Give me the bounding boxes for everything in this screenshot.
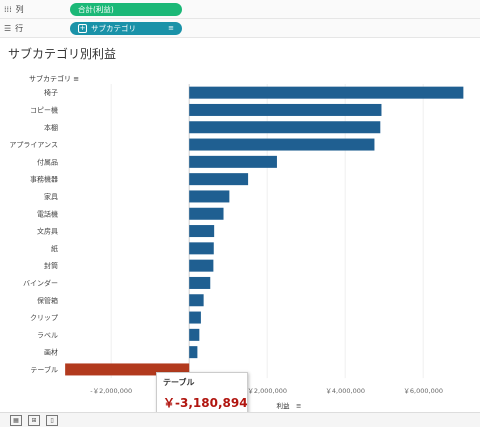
category-label: テーブル <box>30 365 58 374</box>
new-dashboard-icon[interactable]: ⊞ <box>28 414 40 426</box>
sort-icon: ≡ <box>296 402 301 410</box>
sheet-title: サブカテゴリ別利益 <box>8 47 117 61</box>
new-story-icon[interactable]: ▯ <box>46 414 58 426</box>
category-label: 本棚 <box>44 123 58 132</box>
bar[interactable] <box>189 173 249 186</box>
tooltip-value: ￥-3,180,894 <box>163 396 248 410</box>
columns-shelf-label: ⁞⁞⁞ 列 <box>0 4 70 15</box>
bar[interactable] <box>189 259 214 272</box>
bar[interactable] <box>189 190 230 203</box>
columns-pill-label: 合計(利益) <box>78 4 114 14</box>
rows-pill-label: サブカテゴリ <box>91 23 136 33</box>
bar-chart: 椅子コピー機本棚アプライアンス付属品事務機器家具電話機文房具紙封筒バインダー保管… <box>9 84 464 410</box>
rows-icon: ☰ <box>4 23 12 33</box>
bar[interactable] <box>189 121 381 134</box>
category-label: 紙 <box>51 244 58 253</box>
columns-shelf: ⁞⁞⁞ 列 合計(利益) <box>0 0 480 19</box>
bar[interactable] <box>189 155 277 168</box>
category-label: アプライアンス <box>9 141 58 149</box>
columns-pill-sum-profit[interactable]: 合計(利益) <box>70 2 182 16</box>
bar[interactable] <box>189 276 211 289</box>
x-axis-title: 利益 <box>277 401 291 410</box>
dimension-header-label: サブカテゴリ <box>29 75 71 83</box>
expand-icon[interactable]: + <box>78 23 87 33</box>
tooltip-title: テーブル <box>163 378 195 387</box>
category-label: バインダー <box>23 278 58 287</box>
category-label: ラベル <box>37 331 58 339</box>
x-tick-label: ￥6,000,000 <box>403 387 443 395</box>
bar[interactable] <box>189 138 375 151</box>
sort-icon[interactable]: ≡ <box>168 24 174 32</box>
bar[interactable] <box>189 328 200 341</box>
category-label: 保管箱 <box>37 296 58 305</box>
bar[interactable] <box>189 242 214 255</box>
x-tick-label: -￥2,000,000 <box>90 387 132 395</box>
category-label: 事務機器 <box>30 175 58 184</box>
bar[interactable] <box>189 225 215 238</box>
rows-pill-subcategory[interactable]: + サブカテゴリ ≡ <box>70 21 182 35</box>
dimension-header[interactable]: サブカテゴリ ≡ <box>29 74 79 84</box>
category-label: コピー機 <box>30 105 58 114</box>
bar[interactable] <box>189 294 204 307</box>
rows-label-text: 行 <box>15 23 24 33</box>
x-tick-label: ￥4,000,000 <box>325 387 365 395</box>
x-tick-label: ￥2,000,000 <box>247 387 287 395</box>
category-label: 画材 <box>44 348 58 357</box>
sheet-icon[interactable]: ▦ <box>10 414 22 426</box>
category-label: 封筒 <box>44 261 58 270</box>
category-label: 文房具 <box>37 227 58 236</box>
columns-label-text: 列 <box>15 4 24 14</box>
bar[interactable] <box>189 86 464 99</box>
category-label: 家具 <box>44 192 58 201</box>
category-label: 付属品 <box>37 157 58 166</box>
category-label: 椅子 <box>44 88 58 97</box>
bar[interactable] <box>189 311 201 324</box>
bottom-bar: ▦ ⊞ ▯ <box>0 412 480 427</box>
bar[interactable] <box>189 207 224 220</box>
bar[interactable] <box>189 103 382 116</box>
rows-shelf: ☰ 行 + サブカテゴリ ≡ <box>0 19 480 38</box>
rows-shelf-label: ☰ 行 <box>0 23 70 34</box>
category-label: 電話機 <box>37 209 58 218</box>
columns-icon: ⁞⁞⁞ <box>4 4 12 14</box>
category-label: クリップ <box>30 314 58 322</box>
bar[interactable] <box>189 346 198 359</box>
sort-icon[interactable]: ≡ <box>73 75 80 83</box>
